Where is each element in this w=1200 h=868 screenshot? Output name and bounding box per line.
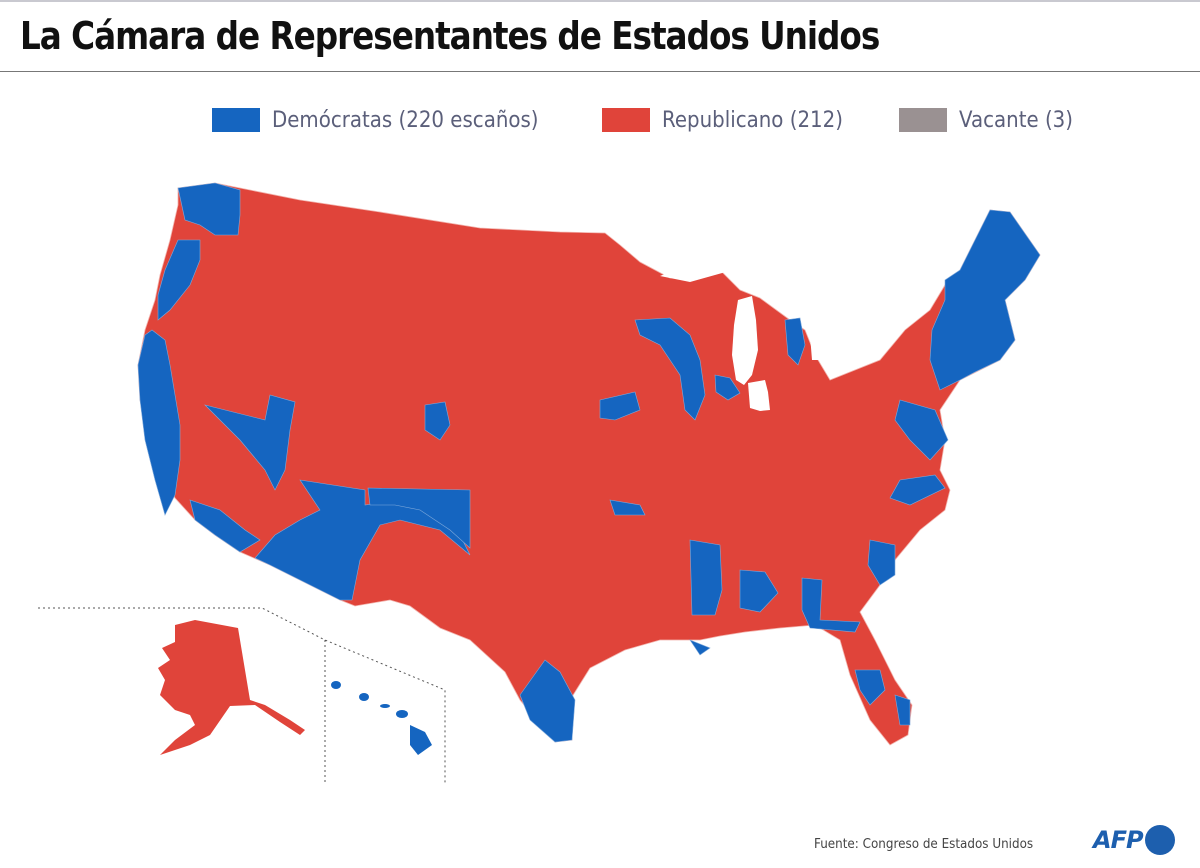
hawaii	[331, 681, 432, 755]
legend-label: Vacante (3)	[959, 107, 1074, 133]
legend-item-democrats: Demócratas (220 escaños)	[212, 108, 568, 133]
afp-logo-text: AFP	[1093, 826, 1144, 854]
democrat-districts	[137, 182, 1041, 743]
vacant-swatch	[899, 108, 948, 132]
lake-superior	[660, 250, 780, 282]
page-title: La Cámara de Representantes de Estados U…	[20, 14, 880, 58]
democrat-swatch	[212, 108, 260, 132]
republican-swatch	[602, 108, 651, 132]
top-rule	[0, 0, 1200, 2]
inset-border	[38, 607, 446, 785]
afp-logo-dot-icon	[1144, 825, 1175, 855]
lake-erie-ontario	[810, 290, 930, 360]
legend-label: Demócratas (220 escaños)	[272, 107, 539, 133]
vacant-district	[748, 380, 770, 411]
us-house-district-map	[38, 182, 1041, 785]
legend-label: Republicano (212)	[662, 107, 844, 133]
legend-item-republicans: Republicano (212)	[602, 108, 863, 133]
lake-michigan	[732, 296, 758, 385]
legend-item-vacant: Vacante (3)	[899, 108, 1086, 133]
title-divider	[0, 71, 1200, 72]
alaska	[158, 620, 305, 755]
legend: Demócratas (220 escaños) Republicano (21…	[212, 104, 1114, 136]
afp-logo: AFP	[1093, 825, 1175, 855]
source-note: Fuente: Congreso de Estados Unidos	[814, 837, 1034, 852]
